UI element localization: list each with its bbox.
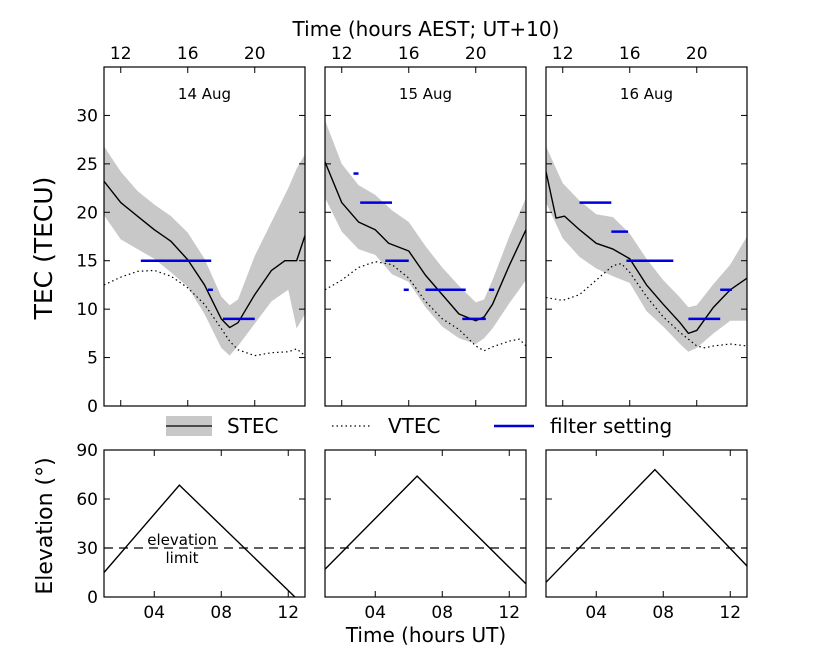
tec-ytick-label-4: 20	[76, 203, 98, 223]
vtec-line	[104, 269, 305, 357]
ut-tick-label-1: 08	[210, 603, 232, 623]
panel-16-aug: 16 Aug 12 16 20 04 08 12	[545, 44, 748, 623]
tec-ytick-label-0: 0	[87, 397, 98, 417]
bottom-plot-frame	[103, 449, 306, 598]
vtec-line	[325, 261, 526, 352]
ut-tick-label-2: 12	[719, 603, 741, 623]
ut-tick-label-1: 08	[652, 603, 674, 623]
elev-ytick-label-0: 0	[87, 588, 98, 608]
aest-tick-label-0: 12	[110, 44, 132, 64]
stec-band	[325, 120, 526, 345]
elev-ytick-label-3: 90	[76, 441, 98, 461]
panel-label: 16 Aug	[620, 85, 673, 103]
tec-ytick-label-3: 15	[76, 252, 98, 272]
elev-ytick-label-2: 60	[76, 490, 98, 510]
bottom-axis-title: Time (hours UT)	[345, 623, 506, 647]
aest-tick-label-0: 12	[331, 44, 353, 64]
bottom-plot-frame	[324, 449, 527, 598]
legend-stec-label: STEC	[227, 414, 279, 438]
stec-line	[325, 161, 526, 322]
ut-tick-label-0: 04	[585, 603, 607, 623]
panel-15-aug: 15 Aug 12 16 20 04 08 12	[324, 44, 527, 623]
top-axis-title: Time (hours AEST; UT+10)	[292, 17, 560, 41]
aest-tick-label-2: 20	[465, 44, 487, 64]
top-plot-frame	[324, 66, 527, 407]
ut-tick-label-0: 04	[364, 603, 386, 623]
panel-14-aug: 14 Aug 12 16 20 04 08 12 0 5 10 15 20 25 30 0 30 60 90 ele…	[76, 44, 306, 623]
stec-band	[546, 146, 747, 352]
elevation-ylabel: Elevation (°)	[33, 457, 58, 594]
tec-ytick-label-1: 5	[87, 349, 98, 369]
tec-ytick-label-2: 10	[76, 300, 98, 320]
ut-tick-label-1: 08	[431, 603, 453, 623]
panel-label: 15 Aug	[399, 85, 452, 103]
elevation-line	[324, 475, 527, 585]
top-plot-frame	[103, 66, 306, 407]
legend-vtec-label: VTEC	[388, 414, 441, 438]
aest-tick-label-2: 20	[244, 44, 266, 64]
top-plot-frame	[545, 66, 748, 407]
aest-tick-label-1: 16	[398, 44, 420, 64]
ut-tick-label-2: 12	[498, 603, 520, 623]
tec-ytick-label-5: 25	[76, 155, 98, 175]
ut-tick-label-0: 04	[143, 603, 165, 623]
elevation-line	[545, 468, 748, 583]
elevation-line	[103, 484, 296, 598]
legend-filter-label: filter setting	[550, 414, 672, 438]
tec-ylabel: TEC (TECU)	[29, 177, 58, 321]
aest-tick-label-0: 12	[552, 44, 574, 64]
aest-tick-label-2: 20	[686, 44, 708, 64]
ut-tick-label-2: 12	[277, 603, 299, 623]
tec-ytick-label-6: 30	[76, 106, 98, 126]
elevation-limit-label-line2: limit	[166, 549, 199, 567]
panel-label: 14 Aug	[178, 85, 231, 103]
aest-tick-label-1: 16	[619, 44, 641, 64]
stec-band	[104, 146, 305, 356]
stec-line	[546, 171, 747, 335]
elev-ytick-label-1: 30	[76, 539, 98, 559]
legend: STEC VTEC filter setting	[166, 414, 672, 438]
elevation-limit-label-line1: elevation	[147, 531, 216, 549]
stec-line	[104, 180, 305, 329]
bottom-plot-frame	[545, 449, 748, 598]
aest-tick-label-1: 16	[177, 44, 199, 64]
